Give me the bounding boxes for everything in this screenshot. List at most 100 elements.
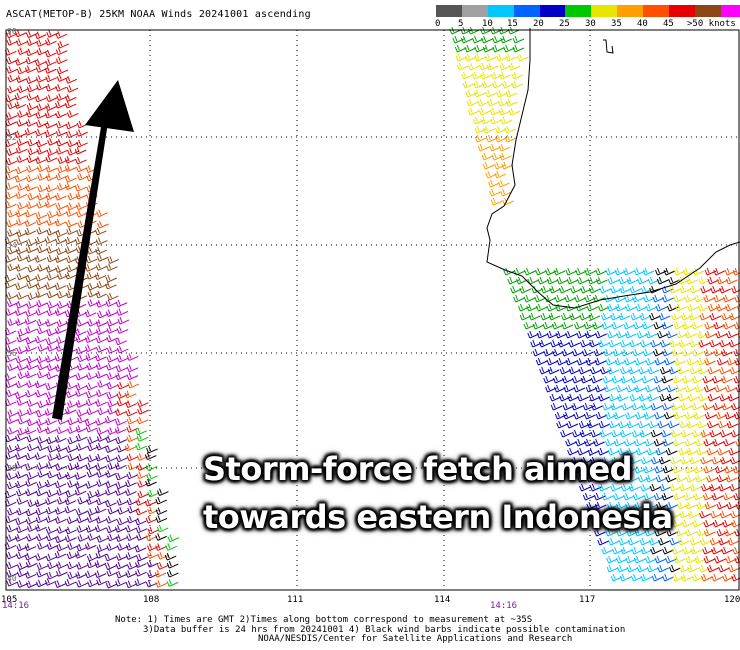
wind-barb <box>4 337 17 345</box>
wind-barb <box>499 71 511 80</box>
wind-barb <box>586 474 599 483</box>
wind-barb <box>37 362 49 371</box>
wind-barb <box>729 483 740 492</box>
wind-barb <box>597 537 609 546</box>
wind-barb <box>643 411 656 420</box>
wind-barb <box>662 546 674 555</box>
wind-barb <box>155 533 167 541</box>
wind-barb <box>96 427 108 435</box>
wind-barb <box>513 294 525 303</box>
wind-barb <box>55 110 67 119</box>
wind-barb <box>659 393 671 402</box>
wind-barb <box>523 294 536 303</box>
wind-barb <box>25 580 38 589</box>
wind-barb <box>136 416 149 425</box>
wind-barb <box>502 197 514 206</box>
wind-barb <box>489 188 501 197</box>
wind-barb <box>697 357 709 366</box>
wind-barb <box>106 363 118 371</box>
wind-barb <box>6 472 18 481</box>
wind-barb <box>75 202 88 211</box>
wind-barb <box>600 312 613 321</box>
wind-barb <box>64 174 77 183</box>
legend-swatch <box>539 5 566 17</box>
wind-barb <box>64 94 77 102</box>
wind-barb <box>508 62 521 71</box>
wind-barb <box>643 492 656 501</box>
wind-barb <box>4 490 17 499</box>
wind-barb <box>35 507 48 516</box>
wind-barb <box>466 98 479 107</box>
wind-barb <box>55 202 68 211</box>
wind-barb <box>714 384 727 393</box>
wind-barb <box>55 569 68 577</box>
wind-barb <box>25 174 38 183</box>
wind-barb <box>115 553 128 561</box>
wind-barb <box>55 56 68 65</box>
wind-barb <box>532 348 545 357</box>
wind-barb <box>75 191 88 200</box>
wind-barb <box>688 312 701 321</box>
wind-barb <box>568 366 581 375</box>
wind-barb <box>482 161 495 170</box>
wind-barb <box>126 353 139 361</box>
wind-barb <box>85 481 98 489</box>
wind-barb <box>56 526 69 534</box>
wind-barb <box>460 35 473 44</box>
wind-barb <box>6 561 18 570</box>
wind-barb <box>662 465 675 474</box>
wind-barb <box>704 357 716 366</box>
wind-barb <box>689 285 702 294</box>
wind-barb <box>16 218 28 226</box>
lon-label: 111 <box>287 595 304 605</box>
wind-barb <box>16 38 28 47</box>
wind-barb <box>115 372 127 381</box>
wind-barb <box>116 345 129 354</box>
wind-barb <box>678 393 690 402</box>
wind-barb <box>25 119 38 127</box>
wind-barb <box>54 236 67 245</box>
wind-barb <box>6 427 19 435</box>
wind-barb <box>635 447 648 456</box>
wind-barb <box>6 148 19 156</box>
wind-barb <box>661 321 674 330</box>
wind-barb <box>733 411 740 420</box>
wind-barb <box>155 580 168 588</box>
wind-barb <box>26 434 39 443</box>
wind-barb <box>696 528 709 537</box>
wind-barb <box>667 420 680 429</box>
wind-barb <box>684 438 697 447</box>
wind-barb <box>611 456 624 465</box>
lat-label: 40 <box>7 574 17 583</box>
wind-barb <box>57 40 70 49</box>
wind-barb <box>127 505 140 514</box>
wind-barb <box>586 420 599 429</box>
wind-barb <box>7 318 19 327</box>
wind-barb <box>105 470 117 478</box>
wind-barb <box>126 425 138 433</box>
wind-barb <box>66 130 78 139</box>
wind-barb <box>125 488 137 497</box>
wind-barb <box>645 474 658 483</box>
wind-barb <box>106 346 119 354</box>
wind-barb <box>665 474 678 483</box>
wind-barb <box>498 143 511 152</box>
wind-barb <box>684 384 697 393</box>
wind-barb <box>608 420 621 429</box>
wind-barb <box>608 537 620 546</box>
wind-barb <box>17 562 29 571</box>
wind-barb <box>629 393 642 402</box>
wind-barb <box>682 546 695 555</box>
wind-barb <box>486 62 499 71</box>
wind-barb <box>606 564 619 573</box>
wind-barb <box>552 348 564 357</box>
wind-barb <box>494 161 506 170</box>
wind-barb <box>15 146 28 154</box>
wind-barb <box>625 303 637 312</box>
wind-barb <box>126 471 139 480</box>
wind-barb <box>669 483 682 492</box>
wind-barb <box>125 408 138 417</box>
wind-barb <box>481 80 494 89</box>
wind-barb <box>629 339 642 348</box>
wind-barb <box>14 308 27 316</box>
